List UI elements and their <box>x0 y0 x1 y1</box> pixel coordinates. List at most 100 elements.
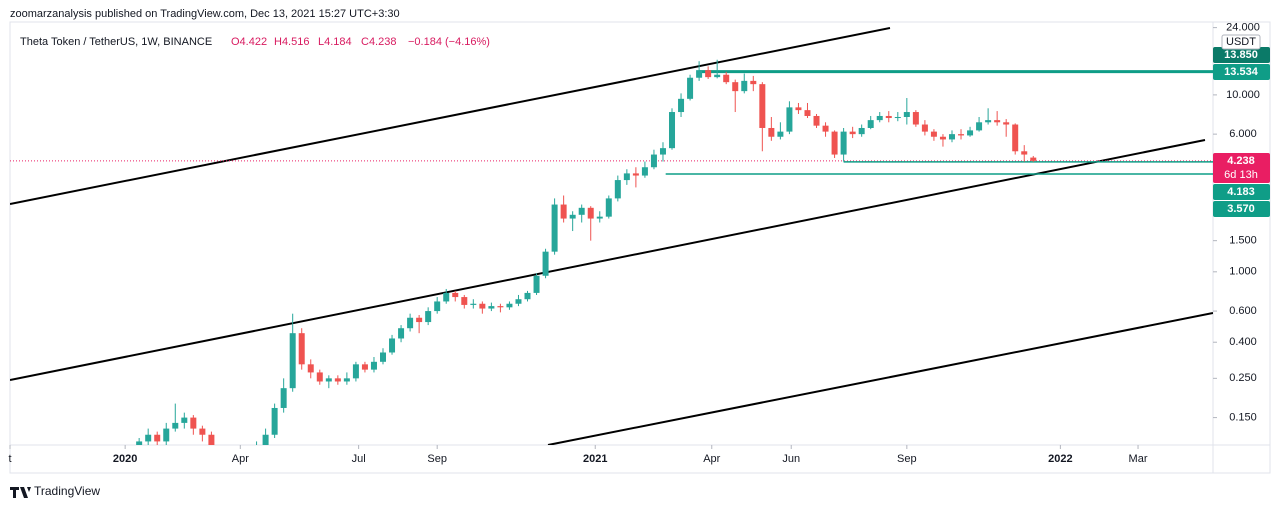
ohlc-change: −0.184 (−4.16%) <box>408 36 490 48</box>
frame <box>9 21 1271 474</box>
candle-body <box>976 122 983 131</box>
candle-body <box>650 154 657 168</box>
candle-body <box>669 112 676 149</box>
candle-body <box>912 112 919 125</box>
candle-body <box>136 441 143 445</box>
candle-body <box>461 297 468 305</box>
publisher: zoomarzanalysis published on TradingView… <box>10 8 400 20</box>
y-tick-label: 0.600 <box>1229 305 1257 317</box>
candle-body <box>768 127 775 137</box>
candle-body <box>271 407 278 435</box>
candle-body <box>596 216 603 219</box>
candle-body <box>632 173 639 176</box>
candle-body <box>298 333 305 365</box>
candle-body <box>416 317 423 323</box>
candle-body <box>470 303 477 305</box>
candle-body <box>398 328 405 339</box>
channel-lower <box>547 312 1213 445</box>
candle-body <box>307 364 314 373</box>
candle-body <box>452 292 459 298</box>
candle-body <box>154 434 161 442</box>
x-tick-label: t <box>8 453 11 465</box>
candle-body <box>958 134 965 136</box>
y-tick-label: 1.000 <box>1229 266 1257 278</box>
candle-body <box>885 115 892 119</box>
candle-body <box>777 131 784 137</box>
candle-body <box>425 311 432 323</box>
x-tick-label: 2021 <box>583 453 607 465</box>
high-tag: 13.850 <box>1224 49 1258 61</box>
y-tick-label: 10.000 <box>1226 89 1260 101</box>
candle-body <box>804 110 811 116</box>
high-tag-bg <box>1213 47 1270 63</box>
level-tag: 13.534 <box>1224 66 1259 78</box>
candle-body <box>705 70 712 78</box>
candle-body <box>822 125 829 132</box>
candle-body <box>497 306 504 308</box>
candle-body <box>560 204 567 219</box>
candle-body <box>930 131 937 137</box>
candle-body <box>795 107 802 111</box>
candle-body <box>280 388 287 408</box>
candle-body <box>479 303 486 309</box>
candle-body <box>732 82 739 92</box>
candle-body <box>352 364 359 379</box>
level-tag: 4.183 <box>1227 186 1255 198</box>
candle-body <box>389 338 396 353</box>
candle-body <box>524 292 531 300</box>
footer: TradingView <box>34 484 100 498</box>
y-tick-label: 1.500 <box>1229 235 1257 247</box>
candle-body <box>939 136 946 140</box>
candle-body <box>334 378 341 382</box>
candle-body <box>903 112 910 117</box>
ohlc-open: O4.422 <box>231 36 267 48</box>
candle-body <box>434 301 441 312</box>
x-tick-label: 2020 <box>113 453 137 465</box>
candle-body <box>1030 157 1037 161</box>
candle-body <box>858 127 865 135</box>
candle-body <box>407 317 414 329</box>
y-tick-label: 6.000 <box>1229 128 1257 140</box>
last-price-bg <box>1213 153 1270 183</box>
y-tick-label: 0.150 <box>1229 411 1257 423</box>
candle-body <box>343 378 350 382</box>
candle-body <box>145 434 152 442</box>
candle-body <box>208 434 215 445</box>
ohlc-low: L4.184 <box>318 36 352 48</box>
candle-body <box>569 214 576 219</box>
channel-upper <box>10 27 891 205</box>
candle-body <box>831 131 838 155</box>
candle-body <box>587 207 594 219</box>
candle-body <box>921 124 928 132</box>
candle-body <box>190 417 197 429</box>
candle-body <box>623 173 630 181</box>
candle-body <box>678 98 685 113</box>
candle-body <box>1012 124 1019 152</box>
logo <box>10 487 31 498</box>
candle-body <box>723 74 730 83</box>
candle-body <box>262 434 269 445</box>
ohlc-high: H4.516 <box>274 36 309 48</box>
level-tag-bg <box>1213 64 1270 80</box>
symbol: Theta Token / TetherUS, 1W, BINANCE <box>20 36 212 48</box>
candle-body <box>605 198 612 217</box>
plot <box>10 59 1213 445</box>
candle-body <box>876 115 883 121</box>
candle-body <box>370 361 377 370</box>
candle-body <box>551 204 558 252</box>
candle-body <box>172 422 179 429</box>
x-tick-label: 2022 <box>1048 453 1072 465</box>
level-tag-bg <box>1213 184 1270 200</box>
candle-body <box>163 428 170 442</box>
currency: USDT <box>1226 36 1256 48</box>
candle-body <box>578 207 585 215</box>
candle-body <box>813 115 820 126</box>
level-tag-bg <box>1213 201 1270 217</box>
candle-body <box>948 134 955 140</box>
candle-body <box>994 120 1001 123</box>
candle-body <box>515 299 522 304</box>
candle-body <box>533 275 540 293</box>
candle-body <box>488 306 495 309</box>
